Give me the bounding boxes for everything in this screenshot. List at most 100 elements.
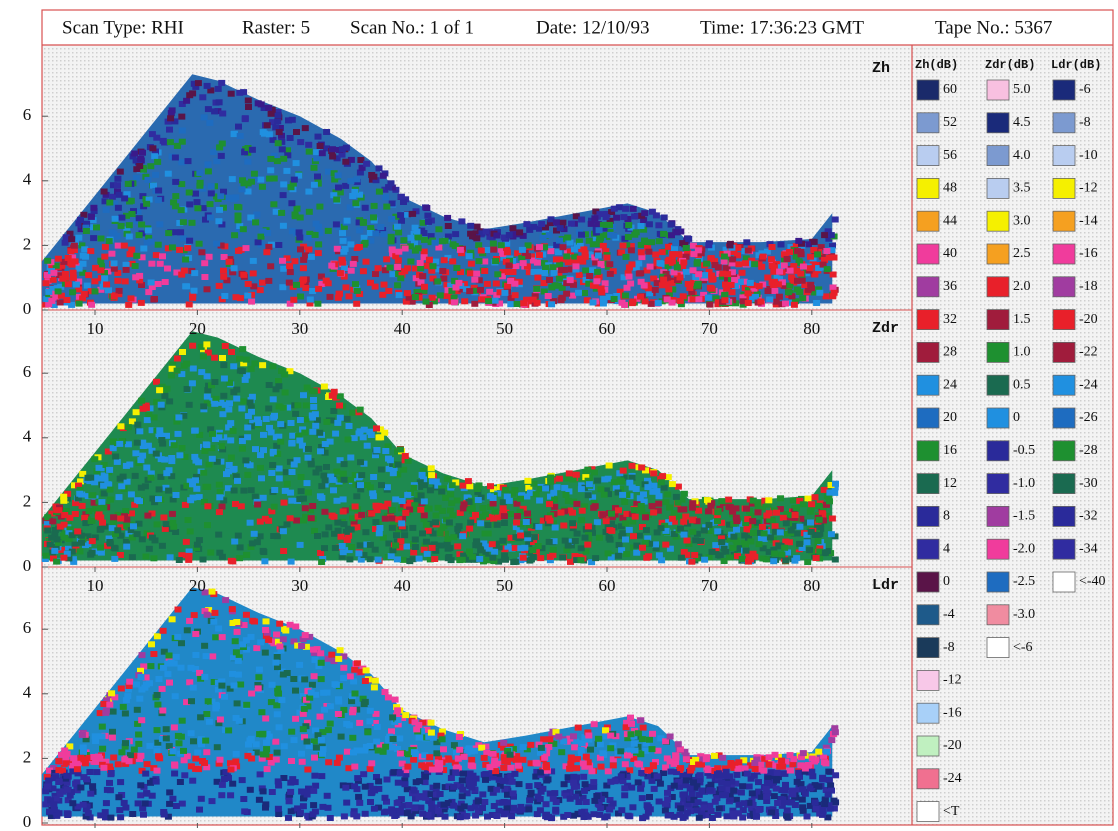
- echo-cell: [175, 733, 182, 739]
- echo-cell: [305, 455, 312, 461]
- echo-cell: [389, 744, 396, 750]
- echo-cell: [204, 394, 211, 400]
- echo-cell: [790, 497, 797, 503]
- echo-cell: [703, 261, 710, 267]
- echo-cell: [151, 414, 158, 420]
- echo-cell: [343, 284, 350, 290]
- echo-cell: [280, 181, 287, 187]
- echo-cell: [155, 496, 162, 502]
- echo-cell: [218, 153, 225, 159]
- echo-cell: [344, 416, 351, 422]
- echo-cell: [410, 757, 417, 763]
- echo-cell: [479, 514, 486, 520]
- echo-cell: [728, 282, 735, 288]
- echo-cell: [631, 507, 638, 513]
- echo-cell: [290, 297, 297, 303]
- echo-cell: [404, 492, 411, 498]
- echo-cell: [674, 264, 681, 270]
- echo-cell: [630, 206, 637, 212]
- echo-cell: [181, 757, 188, 763]
- echo-cell: [610, 233, 617, 239]
- echo-cell: [172, 203, 179, 209]
- echo-cell: [423, 299, 430, 305]
- echo-cell: [117, 779, 124, 785]
- echo-cell: [768, 256, 775, 262]
- echo-cell: [242, 116, 249, 122]
- echo-cell: [449, 482, 456, 488]
- echo-cell: [579, 508, 586, 514]
- echo-cell: [235, 672, 242, 678]
- echo-cell: [187, 528, 194, 534]
- echo-cell: [312, 232, 319, 238]
- echo-cell: [345, 437, 352, 443]
- echo-cell: [357, 407, 364, 413]
- echo-cell: [339, 543, 346, 549]
- echo-cell: [314, 301, 321, 307]
- echo-cell: [551, 270, 558, 276]
- echo-cell: [323, 419, 330, 425]
- echo-cell: [546, 501, 553, 507]
- echo-cell: [313, 470, 320, 476]
- echo-cell: [172, 155, 179, 161]
- echo-cell: [580, 774, 587, 780]
- echo-cell: [253, 645, 260, 651]
- echo-cell: [74, 528, 81, 534]
- echo-cell: [148, 475, 155, 481]
- echo-cell: [87, 248, 94, 254]
- echo-cell: [301, 430, 308, 436]
- echo-cell: [637, 717, 644, 723]
- echo-cell: [297, 294, 304, 300]
- echo-cell: [644, 484, 651, 490]
- echo-cell: [301, 676, 308, 682]
- echo-cell: [547, 791, 554, 797]
- echo-cell: [164, 671, 171, 677]
- echo-cell: [263, 740, 270, 746]
- header-field: Date: 12/10/93: [536, 17, 649, 38]
- echo-cell: [531, 481, 538, 487]
- echo-cell: [189, 295, 196, 301]
- echo-cell: [563, 253, 570, 259]
- echo-cell: [493, 787, 500, 793]
- echo-cell: [432, 240, 439, 246]
- echo-cell: [399, 498, 406, 504]
- echo-cell: [580, 247, 587, 253]
- echo-cell: [248, 299, 255, 305]
- echo-cell: [719, 755, 726, 761]
- echo-cell: [556, 238, 563, 244]
- echo-cell: [154, 159, 161, 165]
- echo-cell: [183, 361, 190, 367]
- echo-cell: [784, 256, 791, 262]
- echo-cell: [441, 802, 448, 808]
- echo-cell: [587, 747, 594, 753]
- echo-cell: [216, 482, 223, 488]
- echo-cell: [120, 474, 127, 480]
- echo-cell: [69, 289, 76, 295]
- echo-cell: [238, 503, 245, 509]
- echo-cell: [671, 761, 678, 767]
- echo-cell: [339, 230, 346, 236]
- echo-cell: [808, 769, 815, 775]
- echo-cell: [721, 254, 728, 260]
- echo-cell: [796, 541, 803, 547]
- echo-cell: [280, 223, 287, 229]
- echo-cell: [615, 507, 622, 513]
- echo-cell: [352, 504, 359, 510]
- echo-cell: [492, 298, 499, 304]
- echo-cell: [598, 261, 605, 267]
- echo-cell: [204, 83, 211, 89]
- echo-cell: [476, 556, 483, 562]
- echo-cell: [787, 268, 794, 274]
- echo-cell: [151, 153, 158, 159]
- echo-cell: [231, 466, 238, 472]
- echo-cell: [257, 519, 264, 525]
- echo-cell: [804, 814, 811, 820]
- echo-cell: [429, 295, 436, 301]
- echo-cell: [302, 632, 309, 638]
- echo-cell: [368, 510, 375, 516]
- echo-cell: [175, 414, 182, 420]
- echo-cell: [160, 515, 167, 521]
- echo-cell: [311, 182, 318, 188]
- echo-cell: [409, 211, 416, 217]
- echo-cell: [457, 247, 464, 253]
- echo-cell: [721, 546, 728, 552]
